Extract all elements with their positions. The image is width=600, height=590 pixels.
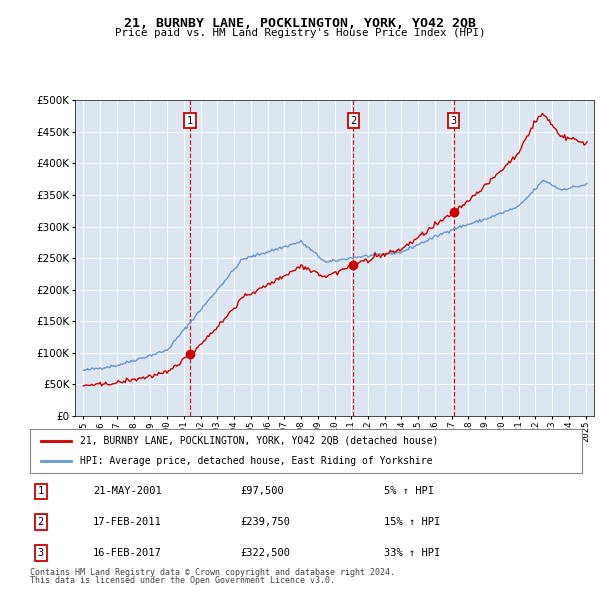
Text: 21, BURNBY LANE, POCKLINGTON, YORK, YO42 2QB (detached house): 21, BURNBY LANE, POCKLINGTON, YORK, YO42…: [80, 436, 438, 446]
Text: 15% ↑ HPI: 15% ↑ HPI: [384, 517, 440, 527]
Text: 33% ↑ HPI: 33% ↑ HPI: [384, 548, 440, 558]
Text: 5% ↑ HPI: 5% ↑ HPI: [384, 487, 434, 496]
Text: 2: 2: [38, 517, 44, 527]
Text: 17-FEB-2011: 17-FEB-2011: [93, 517, 162, 527]
Text: 2: 2: [350, 116, 356, 126]
Text: 1: 1: [38, 487, 44, 496]
Text: 16-FEB-2017: 16-FEB-2017: [93, 548, 162, 558]
Text: £322,500: £322,500: [240, 548, 290, 558]
Text: 3: 3: [38, 548, 44, 558]
Text: 21, BURNBY LANE, POCKLINGTON, YORK, YO42 2QB: 21, BURNBY LANE, POCKLINGTON, YORK, YO42…: [124, 17, 476, 30]
Text: HPI: Average price, detached house, East Riding of Yorkshire: HPI: Average price, detached house, East…: [80, 456, 432, 466]
Text: £239,750: £239,750: [240, 517, 290, 527]
Text: 3: 3: [451, 116, 457, 126]
Text: This data is licensed under the Open Government Licence v3.0.: This data is licensed under the Open Gov…: [30, 576, 335, 585]
Text: 1: 1: [187, 116, 193, 126]
Text: Contains HM Land Registry data © Crown copyright and database right 2024.: Contains HM Land Registry data © Crown c…: [30, 568, 395, 577]
Text: Price paid vs. HM Land Registry's House Price Index (HPI): Price paid vs. HM Land Registry's House …: [115, 28, 485, 38]
Text: 21-MAY-2001: 21-MAY-2001: [93, 487, 162, 496]
Text: £97,500: £97,500: [240, 487, 284, 496]
